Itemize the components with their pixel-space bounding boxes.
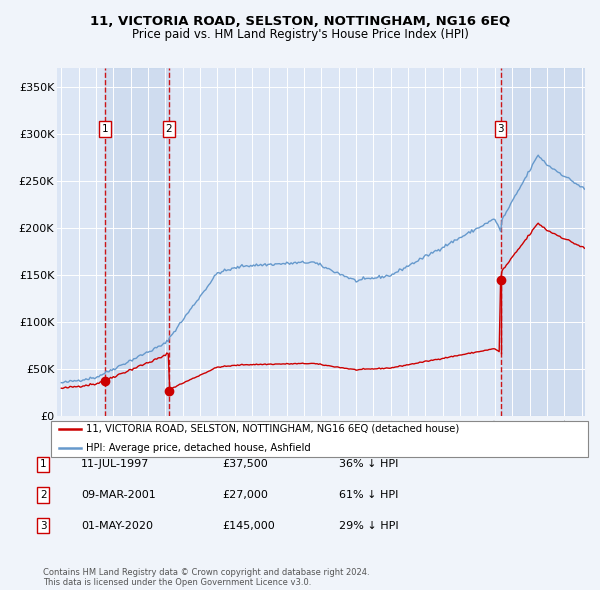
Text: 11, VICTORIA ROAD, SELSTON, NOTTINGHAM, NG16 6EQ (detached house): 11, VICTORIA ROAD, SELSTON, NOTTINGHAM, … (86, 424, 459, 434)
Text: Contains HM Land Registry data © Crown copyright and database right 2024.
This d: Contains HM Land Registry data © Crown c… (43, 568, 370, 587)
Text: 29% ↓ HPI: 29% ↓ HPI (339, 521, 398, 530)
Text: 3: 3 (497, 124, 504, 134)
FancyBboxPatch shape (51, 421, 588, 457)
Text: 2: 2 (40, 490, 47, 500)
Bar (106, 68, 169, 416)
Text: 1: 1 (40, 460, 47, 469)
Text: 2: 2 (166, 124, 172, 134)
Text: £145,000: £145,000 (222, 521, 275, 530)
Text: 36% ↓ HPI: 36% ↓ HPI (339, 460, 398, 469)
Text: 3: 3 (40, 521, 47, 530)
Text: 11, VICTORIA ROAD, SELSTON, NOTTINGHAM, NG16 6EQ: 11, VICTORIA ROAD, SELSTON, NOTTINGHAM, … (90, 15, 510, 28)
Text: 09-MAR-2001: 09-MAR-2001 (81, 490, 156, 500)
Text: 1: 1 (102, 124, 109, 134)
Text: HPI: Average price, detached house, Ashfield: HPI: Average price, detached house, Ashf… (86, 443, 311, 453)
Text: 01-MAY-2020: 01-MAY-2020 (81, 521, 153, 530)
Text: 61% ↓ HPI: 61% ↓ HPI (339, 490, 398, 500)
Bar (500, 68, 585, 416)
Text: Price paid vs. HM Land Registry's House Price Index (HPI): Price paid vs. HM Land Registry's House … (131, 28, 469, 41)
Text: 11-JUL-1997: 11-JUL-1997 (81, 460, 149, 469)
Text: £27,000: £27,000 (222, 490, 268, 500)
Text: £37,500: £37,500 (222, 460, 268, 469)
